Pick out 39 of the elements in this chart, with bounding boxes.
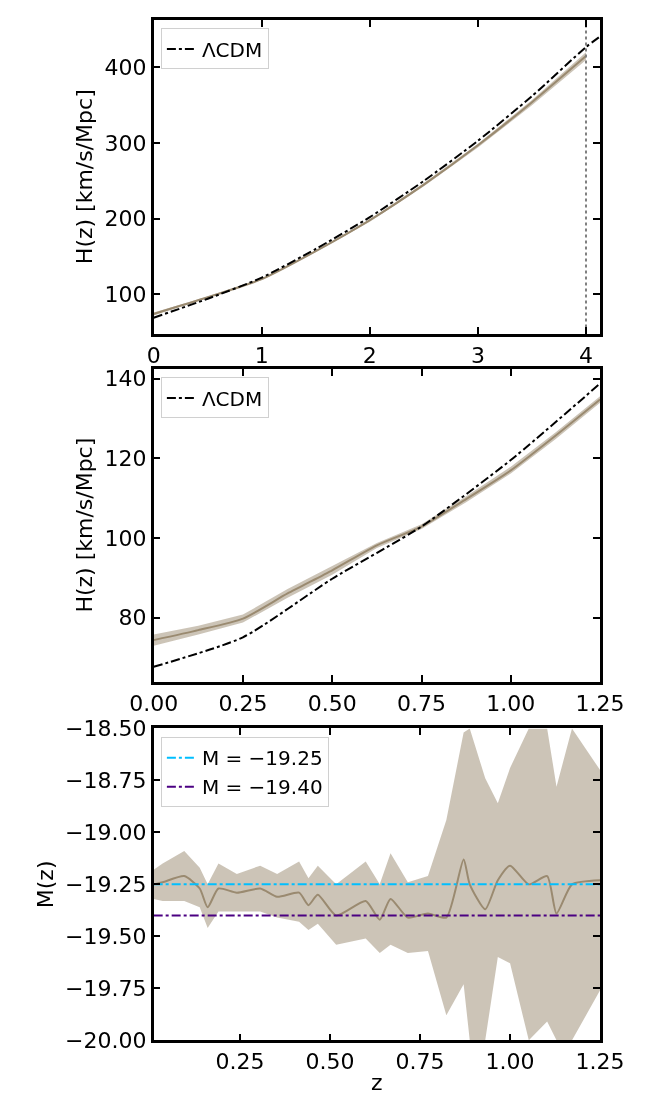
- x-tick-label: 3: [470, 342, 485, 368]
- y-tick-label: 300: [104, 130, 147, 156]
- legend-label: M = −19.40: [201, 775, 323, 800]
- x-tick-label: 0.25: [218, 690, 268, 716]
- x-tick-label: 1.00: [485, 1049, 535, 1075]
- x-tick-label: 0: [146, 342, 161, 368]
- x-tick-label: 1.00: [486, 690, 536, 716]
- x-tick-label: 1: [254, 342, 269, 368]
- y-tick-label: 100: [104, 525, 147, 551]
- x-tick-label: 1.25: [575, 1049, 625, 1075]
- y-axis-title: M(z): [32, 860, 58, 909]
- y-tick-label: 100: [104, 281, 147, 307]
- x-tick-label: 0.75: [397, 690, 446, 716]
- x-tick-label: 0.50: [307, 690, 357, 716]
- legend-label: ΛCDM: [201, 37, 263, 62]
- y-tick-label: −20.00: [65, 1027, 147, 1053]
- y-axis-title: H(z) [km/s/Mpc]: [72, 437, 98, 613]
- y-tick-label: −19.50: [65, 924, 147, 950]
- y-tick-label: 120: [104, 446, 147, 472]
- legend-label: ΛCDM: [201, 386, 263, 411]
- x-tick-label: 0.75: [395, 1049, 445, 1075]
- y-axis-title: H(z) [km/s/Mpc]: [72, 89, 98, 265]
- y-tick-label: 200: [104, 206, 147, 232]
- x-tick-label: 4: [579, 342, 594, 368]
- y-tick-label: −19.75: [65, 976, 147, 1001]
- y-tick-label: 80: [118, 605, 147, 631]
- y-tick-label: 400: [104, 55, 147, 81]
- y-tick-label: 140: [104, 366, 147, 392]
- legend-label: M = −19.25: [201, 746, 323, 771]
- y-tick-label: −19.25: [65, 872, 147, 898]
- y-tick-label: −19.00: [65, 820, 147, 846]
- x-tick-label: 0.00: [129, 690, 179, 716]
- x-tick-label: 1.25: [575, 690, 625, 716]
- y-tick-label: −18.50: [65, 716, 147, 742]
- x-tick-label: 2: [362, 342, 377, 368]
- x-tick-label: 0.50: [305, 1049, 355, 1075]
- x-tick-label: 0.25: [215, 1049, 265, 1075]
- y-tick-label: −18.75: [65, 768, 147, 794]
- x-axis-title: z: [371, 1070, 383, 1096]
